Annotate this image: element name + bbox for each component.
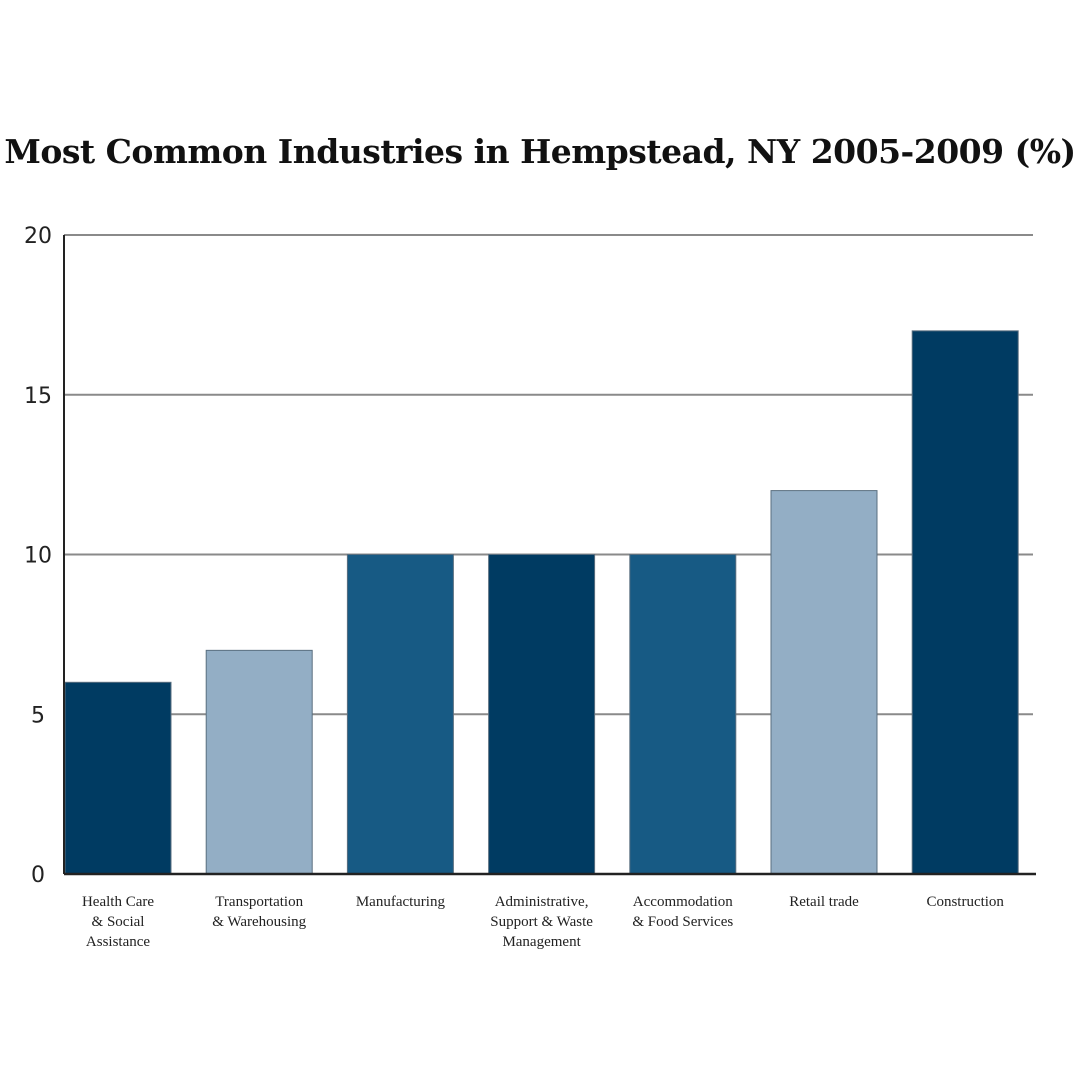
bar-3 bbox=[488, 554, 596, 875]
bar-5 bbox=[770, 490, 878, 875]
x-tick-label: Health Care & Social Assistance bbox=[82, 894, 154, 950]
bar-2 bbox=[346, 554, 454, 875]
bars bbox=[64, 330, 1019, 875]
y-tick-label: 5 bbox=[31, 703, 45, 728]
x-tick-label: Administrative, Support & Waste Management bbox=[490, 894, 593, 950]
y-tick-label: 20 bbox=[24, 224, 52, 249]
x-tick-label: Transportation & Warehousing bbox=[212, 894, 306, 930]
axes bbox=[63, 235, 1036, 876]
x-tick-label: Accommodation & Food Services bbox=[632, 894, 733, 930]
bar-0 bbox=[64, 681, 172, 875]
chart-title: Most Common Industries in Hempstead, NY … bbox=[4, 132, 1076, 171]
y-tick-label: 15 bbox=[24, 384, 52, 409]
bar-1 bbox=[205, 649, 313, 875]
y-axis-ticks: 0 5 10 15 20 bbox=[24, 224, 52, 888]
x-tick-label: Construction bbox=[926, 894, 1004, 910]
y-tick-label: 10 bbox=[24, 544, 52, 569]
x-axis-ticks: Health Care & Social Assistance Transportat… bbox=[82, 894, 1004, 950]
x-tick-label: Retail trade bbox=[789, 894, 859, 910]
bar-6 bbox=[911, 330, 1019, 875]
x-tick-label: Manufacturing bbox=[356, 894, 446, 910]
y-tick-label: 0 bbox=[31, 863, 45, 888]
bar-4 bbox=[629, 554, 737, 875]
